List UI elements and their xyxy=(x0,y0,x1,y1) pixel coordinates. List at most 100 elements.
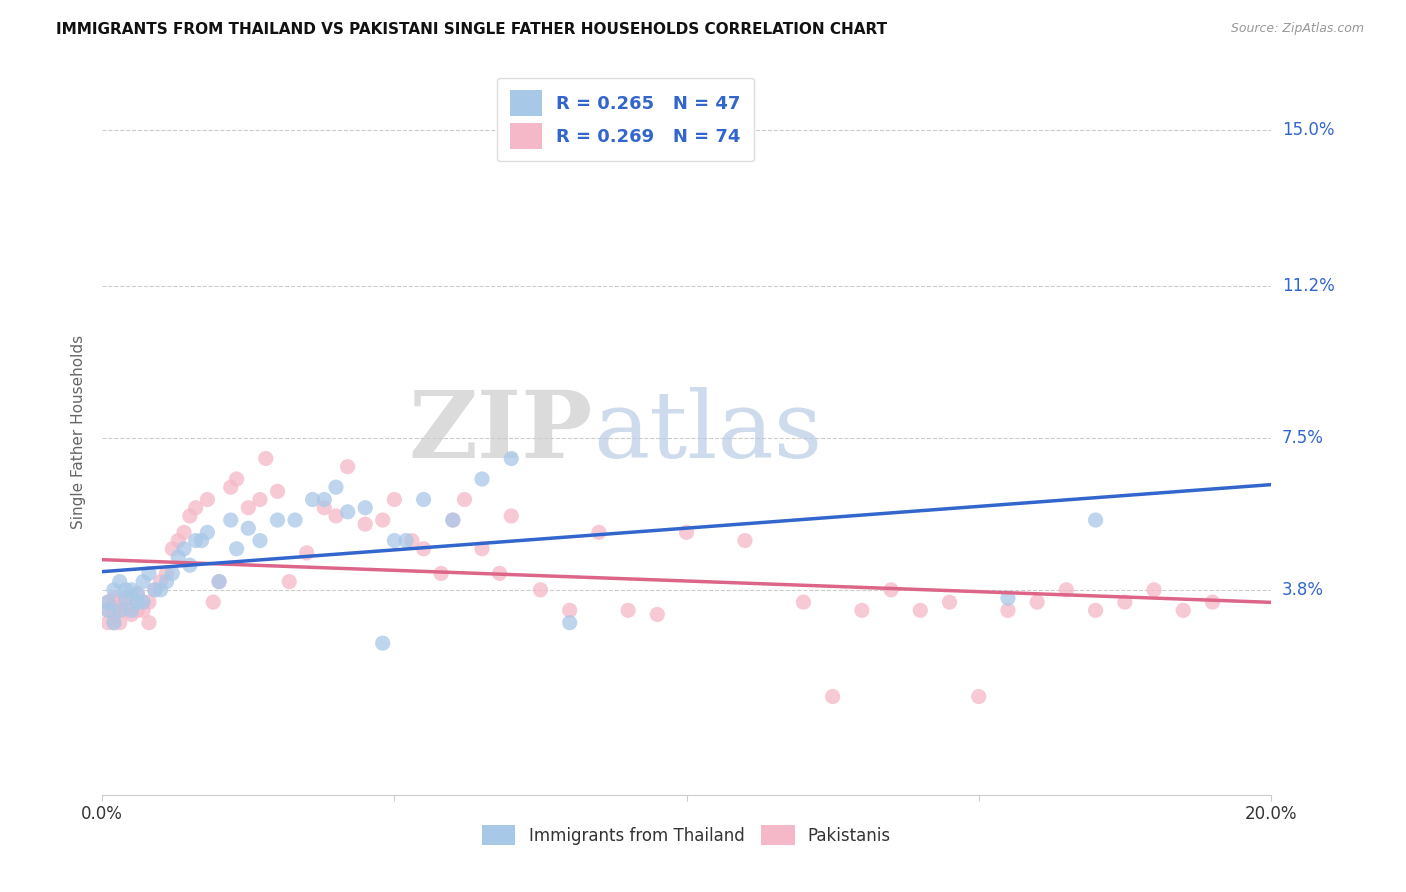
Point xyxy=(132,603,155,617)
Point xyxy=(314,500,336,515)
Point xyxy=(266,484,288,499)
Point xyxy=(114,582,136,597)
Point xyxy=(384,533,406,548)
Text: 11.2%: 11.2% xyxy=(1282,277,1334,295)
Point xyxy=(108,574,131,589)
Text: atlas: atlas xyxy=(593,387,823,477)
Point xyxy=(114,591,136,605)
Point xyxy=(208,574,231,589)
Point xyxy=(155,574,177,589)
Point xyxy=(167,549,190,564)
Point xyxy=(173,541,195,556)
Text: ZIP: ZIP xyxy=(409,387,593,477)
Point xyxy=(501,451,523,466)
Point xyxy=(851,603,873,617)
Point xyxy=(114,603,136,617)
Point xyxy=(1201,595,1223,609)
Point xyxy=(249,492,271,507)
Point xyxy=(97,603,120,617)
Point xyxy=(1114,595,1136,609)
Point xyxy=(120,603,142,617)
Point xyxy=(143,582,166,597)
Point xyxy=(219,480,242,494)
Point xyxy=(529,582,551,597)
Point xyxy=(617,603,640,617)
Text: 3.8%: 3.8% xyxy=(1282,581,1324,599)
Point xyxy=(278,574,301,589)
Point xyxy=(120,582,142,597)
Text: Source: ZipAtlas.com: Source: ZipAtlas.com xyxy=(1230,22,1364,36)
Point xyxy=(371,636,394,650)
Point xyxy=(149,582,172,597)
Point xyxy=(249,533,271,548)
Point xyxy=(430,566,453,581)
Point xyxy=(149,574,172,589)
Point xyxy=(179,558,201,573)
Point xyxy=(395,533,418,548)
Text: IMMIGRANTS FROM THAILAND VS PAKISTANI SINGLE FATHER HOUSEHOLDS CORRELATION CHART: IMMIGRANTS FROM THAILAND VS PAKISTANI SI… xyxy=(56,22,887,37)
Point xyxy=(127,587,149,601)
Point xyxy=(1084,513,1107,527)
Point xyxy=(558,615,581,630)
Point xyxy=(792,595,814,609)
Point xyxy=(384,492,406,507)
Point xyxy=(219,513,242,527)
Point xyxy=(108,603,131,617)
Point xyxy=(97,603,120,617)
Point xyxy=(284,513,307,527)
Point xyxy=(208,574,231,589)
Point xyxy=(412,541,434,556)
Point xyxy=(138,595,160,609)
Point xyxy=(114,591,136,605)
Text: 15.0%: 15.0% xyxy=(1282,121,1334,139)
Point xyxy=(997,603,1019,617)
Point xyxy=(132,595,155,609)
Point xyxy=(401,533,423,548)
Point xyxy=(1084,603,1107,617)
Point xyxy=(103,615,125,630)
Point xyxy=(558,603,581,617)
Legend: Immigrants from Thailand, Pakistanis: Immigrants from Thailand, Pakistanis xyxy=(475,819,897,852)
Point xyxy=(301,492,323,507)
Point xyxy=(103,582,125,597)
Point xyxy=(501,508,523,523)
Point xyxy=(453,492,475,507)
Point xyxy=(441,513,464,527)
Point xyxy=(190,533,212,548)
Point xyxy=(103,591,125,605)
Point xyxy=(103,603,125,617)
Point xyxy=(254,451,277,466)
Point xyxy=(325,480,347,494)
Point xyxy=(132,574,155,589)
Point xyxy=(184,533,207,548)
Point xyxy=(354,500,377,515)
Point xyxy=(325,508,347,523)
Point xyxy=(336,459,359,474)
Point xyxy=(471,472,494,486)
Point xyxy=(202,595,225,609)
Point xyxy=(354,517,377,532)
Point xyxy=(179,508,201,523)
Point xyxy=(967,690,990,704)
Point xyxy=(238,521,260,535)
Point xyxy=(127,595,149,609)
Point xyxy=(155,566,177,581)
Point xyxy=(97,615,120,630)
Point xyxy=(127,587,149,601)
Point xyxy=(138,615,160,630)
Point xyxy=(938,595,960,609)
Point xyxy=(675,525,697,540)
Point xyxy=(471,541,494,556)
Point xyxy=(371,513,394,527)
Point xyxy=(314,492,336,507)
Point xyxy=(225,541,247,556)
Point xyxy=(225,472,247,486)
Point xyxy=(821,690,844,704)
Point xyxy=(167,533,190,548)
Point xyxy=(120,591,142,605)
Point xyxy=(997,591,1019,605)
Point xyxy=(132,595,155,609)
Point xyxy=(1054,582,1077,597)
Point xyxy=(162,566,184,581)
Point xyxy=(734,533,756,548)
